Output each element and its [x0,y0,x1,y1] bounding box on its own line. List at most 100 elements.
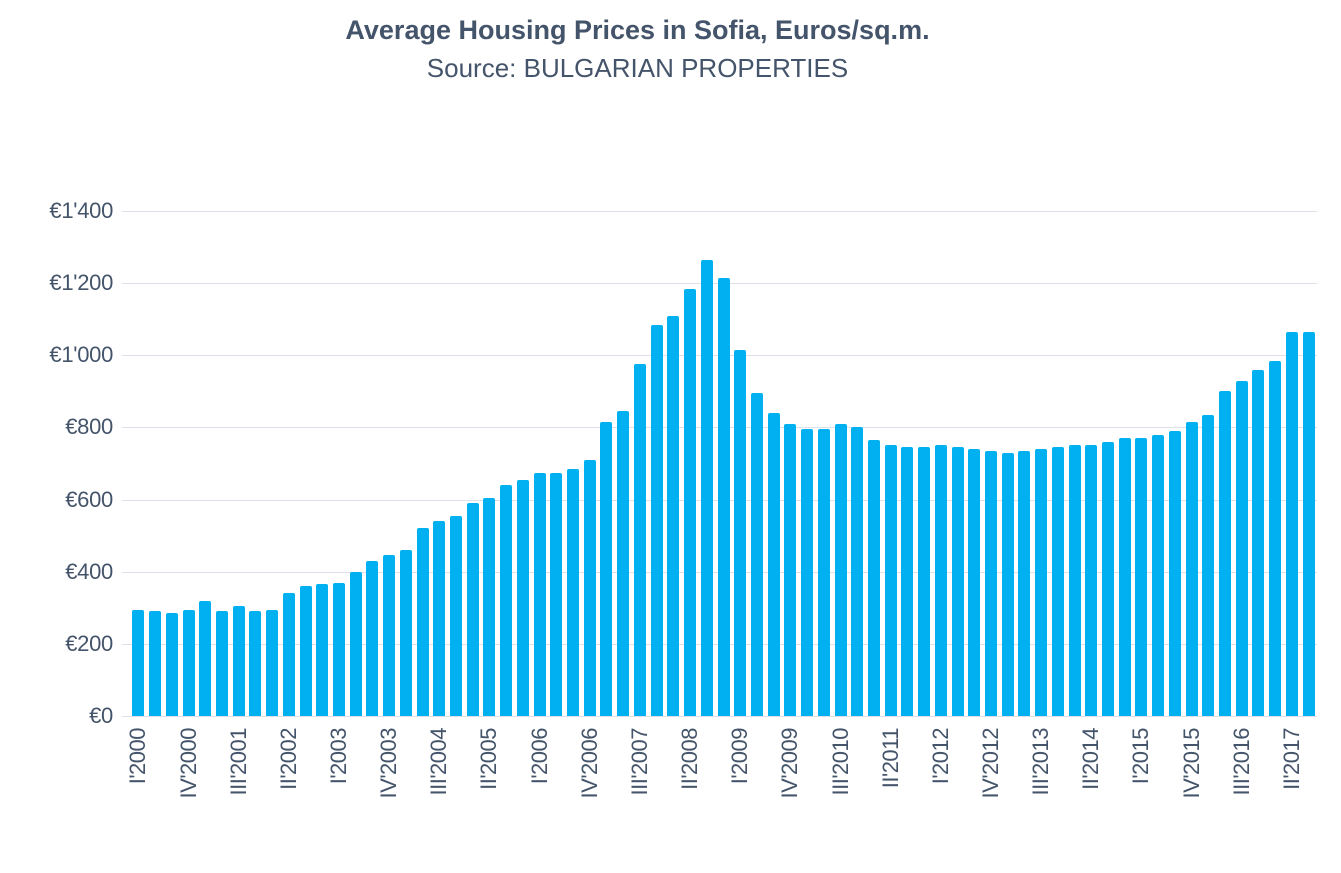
bar [818,429,830,716]
chart-header: Average Housing Prices in Sofia, Euros/s… [0,14,1308,83]
x-axis-label: III'2013 [1028,728,1053,796]
bar [1135,438,1147,716]
bar [1169,431,1181,716]
x-axis-label: II'2014 [1078,728,1103,790]
bar [634,364,646,716]
bar [1286,332,1298,716]
bar [734,350,746,716]
chart-title: Average Housing Prices in Sofia, Euros/s… [345,15,930,45]
bar [684,289,696,716]
x-axis-label: IV'2012 [978,728,1003,799]
x-axis-label: IV'2003 [376,728,401,799]
bar [1085,445,1097,716]
bar [233,606,245,716]
bar [266,610,278,716]
y-axis-label: €1'000 [49,342,113,367]
bar [216,611,228,716]
bar [768,413,780,716]
x-axis-label: II'2011 [878,728,903,789]
bar [1018,451,1030,716]
bar [383,555,395,716]
bar [283,593,295,716]
bar [667,316,679,716]
x-axis-label: III'2016 [1229,728,1254,796]
bar [400,550,412,716]
bar [183,610,195,716]
x-axis-label: III'2010 [828,728,853,796]
bar [1219,391,1231,716]
bar [1236,381,1248,716]
y-axis-label: €1'400 [49,198,113,223]
bar [1102,442,1114,716]
bar [801,429,813,716]
x-axis-label: I'2012 [928,728,953,785]
bar [868,440,880,716]
bar [968,449,980,716]
x-axis-label: I'2003 [326,728,351,785]
bar [149,611,161,716]
y-axis-label: €1'200 [49,270,113,295]
bar [550,473,562,716]
bar [1269,361,1281,716]
bar [1035,449,1047,716]
bar [483,498,495,716]
bar [467,503,479,716]
gridline [122,211,1317,212]
bar [718,278,730,716]
bar [918,447,930,716]
bar [701,260,713,716]
gridline [122,716,1317,717]
bar [935,445,947,716]
bar [366,561,378,716]
bar [1119,438,1131,716]
bar [851,427,863,716]
x-axis-label: II'2005 [476,728,501,790]
x-axis-label: III'2007 [627,728,652,796]
y-axis-label: €200 [65,631,113,656]
bar [249,611,261,716]
bar [300,586,312,716]
bar [952,447,964,716]
bar [584,460,596,716]
y-axis-label: €0 [89,703,113,728]
bar [450,516,462,716]
bar [132,610,144,716]
bar [617,411,629,716]
x-axis-label: II'2002 [276,728,301,790]
x-axis-label: IV'2006 [577,728,602,799]
bar [651,325,663,716]
bar [985,451,997,716]
x-axis-label: III'2004 [426,728,451,796]
chart-subtitle: Source: BULGARIAN PROPERTIES [426,53,849,83]
y-axis-label: €600 [65,487,113,512]
bar [517,480,529,716]
bar [1303,332,1315,716]
x-axis-label: IV'2009 [777,728,802,799]
bar [199,601,211,716]
x-axis-label: II'2008 [677,728,702,790]
bar [433,521,445,716]
bar [1152,435,1164,716]
bar [1252,370,1264,716]
bar [1202,415,1214,716]
bar [417,528,429,716]
bar [567,469,579,716]
bar [1002,453,1014,716]
bar [333,583,345,716]
x-axis-label: III'2001 [226,728,251,796]
x-axis-label: IV'2000 [176,728,201,799]
x-axis-label: I'2006 [527,728,552,785]
bar [316,584,328,716]
x-axis-label: I'2009 [727,728,752,785]
bar [1052,447,1064,716]
bar [534,473,546,716]
bar [1186,422,1198,716]
bar [751,393,763,716]
x-axis-label: I'2000 [125,728,150,785]
x-axis-label: II'2017 [1279,728,1304,790]
bar [166,613,178,716]
bar [1069,445,1081,716]
bar [901,447,913,716]
